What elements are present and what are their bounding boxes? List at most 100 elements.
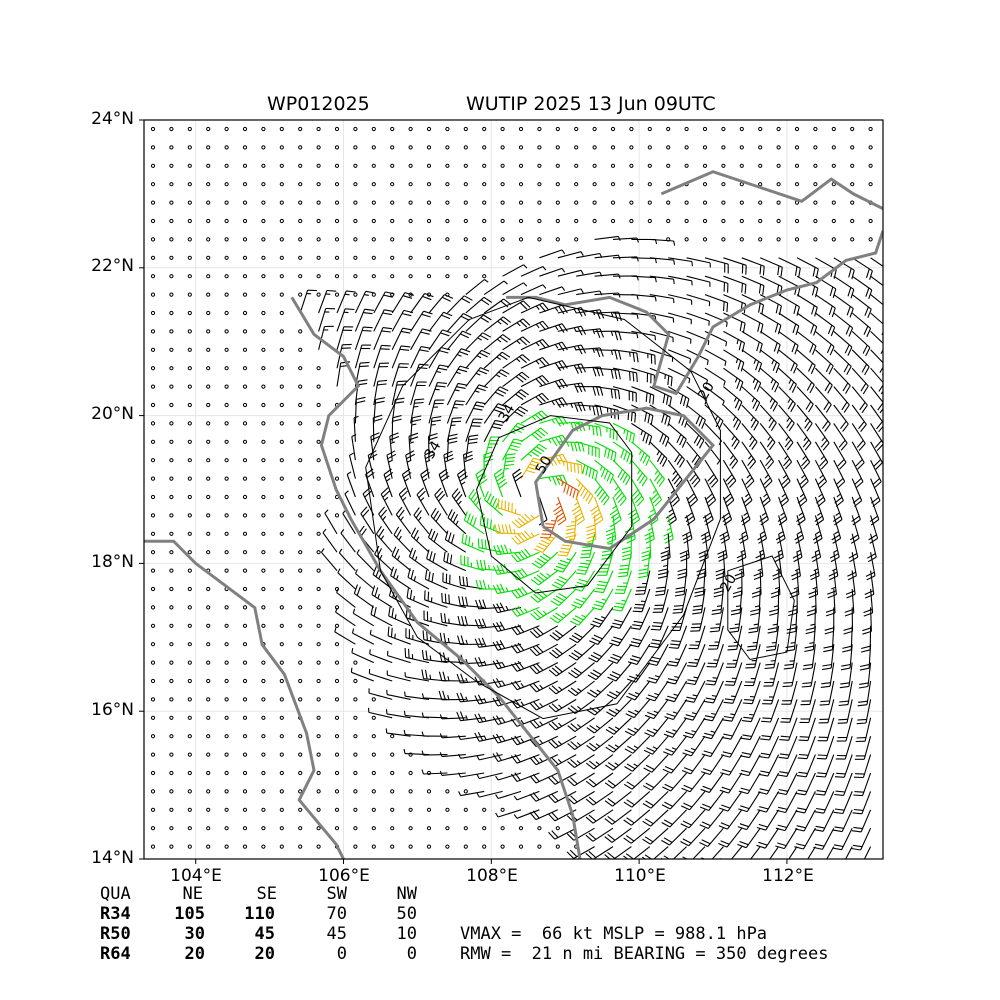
calm-marker bbox=[261, 292, 266, 297]
calm-marker bbox=[242, 182, 248, 187]
calm-marker bbox=[408, 752, 413, 757]
calm-marker bbox=[555, 218, 560, 224]
wind-barb bbox=[701, 735, 724, 758]
calm-marker bbox=[150, 715, 156, 720]
wind-barb bbox=[502, 371, 530, 388]
wind-barb bbox=[870, 349, 883, 376]
wind-barb bbox=[667, 441, 685, 468]
calm-marker bbox=[316, 715, 321, 720]
wind-barb bbox=[762, 680, 780, 705]
wind-barb bbox=[704, 275, 729, 293]
calm-marker bbox=[739, 145, 744, 150]
wind-barb bbox=[647, 643, 669, 666]
calm-marker bbox=[224, 752, 229, 757]
wind-barb bbox=[796, 404, 813, 432]
wind-barb bbox=[680, 846, 706, 859]
calm-marker bbox=[868, 126, 873, 132]
wind-barb bbox=[851, 312, 872, 338]
calm-marker bbox=[702, 218, 708, 224]
wind-barb bbox=[383, 468, 394, 498]
wind-barb bbox=[407, 568, 430, 590]
wind-barb bbox=[585, 809, 614, 824]
wind-barb bbox=[428, 329, 452, 351]
wind-barb bbox=[594, 478, 610, 506]
wind-barb bbox=[815, 294, 836, 318]
wind-barb bbox=[845, 846, 853, 859]
calm-marker bbox=[150, 697, 156, 702]
wind-barb bbox=[368, 668, 393, 682]
wind-barb bbox=[851, 459, 864, 489]
wind-barb bbox=[720, 846, 743, 859]
wind-barb bbox=[699, 827, 724, 847]
wind-barb bbox=[569, 607, 596, 626]
calm-marker bbox=[390, 807, 395, 812]
wind-barb bbox=[690, 607, 706, 632]
wind-barb bbox=[649, 459, 665, 487]
calm-marker bbox=[463, 844, 468, 849]
wind-barb bbox=[520, 338, 550, 351]
calm-marker bbox=[206, 421, 211, 426]
calm-marker bbox=[242, 734, 248, 739]
calm-marker bbox=[831, 218, 836, 224]
calm-marker bbox=[868, 218, 873, 224]
calm-marker bbox=[537, 844, 542, 849]
calm-marker bbox=[224, 513, 229, 518]
calm-marker bbox=[445, 200, 450, 205]
wind-barb bbox=[667, 422, 687, 448]
calm-marker bbox=[445, 292, 450, 297]
calm-marker bbox=[279, 715, 284, 720]
calm-marker bbox=[187, 421, 192, 426]
wind-barb bbox=[806, 588, 817, 617]
calm-marker bbox=[169, 421, 174, 426]
wind-barb bbox=[722, 459, 737, 488]
wind-barb bbox=[748, 607, 761, 634]
calm-marker bbox=[721, 163, 726, 168]
calm-marker bbox=[353, 807, 358, 812]
calm-marker bbox=[187, 789, 192, 794]
wind-barb bbox=[557, 269, 584, 277]
wind-barb bbox=[605, 717, 632, 735]
calm-marker bbox=[831, 200, 836, 205]
wind-barb bbox=[815, 275, 837, 298]
calm-marker bbox=[187, 182, 192, 187]
calm-marker bbox=[592, 218, 597, 224]
calm-marker bbox=[242, 844, 248, 849]
wind-barb bbox=[550, 588, 577, 607]
calm-marker bbox=[169, 292, 174, 297]
calm-marker bbox=[426, 182, 432, 187]
wind-barb bbox=[354, 396, 366, 424]
wind-barb bbox=[783, 644, 798, 670]
calm-marker bbox=[353, 145, 358, 150]
wind-barb bbox=[465, 434, 479, 461]
wind-barb bbox=[815, 754, 835, 778]
calm-marker bbox=[298, 182, 303, 187]
wind-barb bbox=[369, 629, 393, 645]
calm-marker bbox=[206, 789, 211, 794]
calm-marker bbox=[592, 163, 597, 168]
calm-marker bbox=[334, 770, 340, 776]
wind-barb bbox=[796, 386, 814, 413]
wind-barb bbox=[557, 363, 586, 374]
calm-marker bbox=[224, 826, 229, 831]
wind-barb bbox=[778, 330, 799, 355]
wind-barb bbox=[649, 441, 668, 467]
calm-marker bbox=[390, 163, 395, 168]
wind-barb bbox=[336, 308, 355, 332]
calm-marker bbox=[316, 163, 321, 168]
wind-barb bbox=[741, 330, 763, 353]
calm-marker bbox=[316, 513, 321, 518]
calm-marker bbox=[206, 329, 211, 334]
wind-barb bbox=[664, 699, 688, 721]
calm-marker bbox=[316, 237, 321, 242]
wind-barb bbox=[759, 478, 771, 507]
wind-barb bbox=[594, 422, 618, 441]
calm-marker bbox=[408, 255, 413, 260]
wind-barb bbox=[502, 318, 531, 332]
wind-barb bbox=[757, 515, 768, 544]
wind-barb bbox=[548, 735, 577, 749]
rmw-bearing-line: RMW = 21 n mi BEARING = 350 degrees bbox=[460, 944, 829, 964]
wind-barb bbox=[355, 569, 375, 590]
wind-barb bbox=[868, 515, 879, 544]
calm-marker bbox=[463, 255, 468, 260]
wind-barb bbox=[737, 809, 761, 831]
